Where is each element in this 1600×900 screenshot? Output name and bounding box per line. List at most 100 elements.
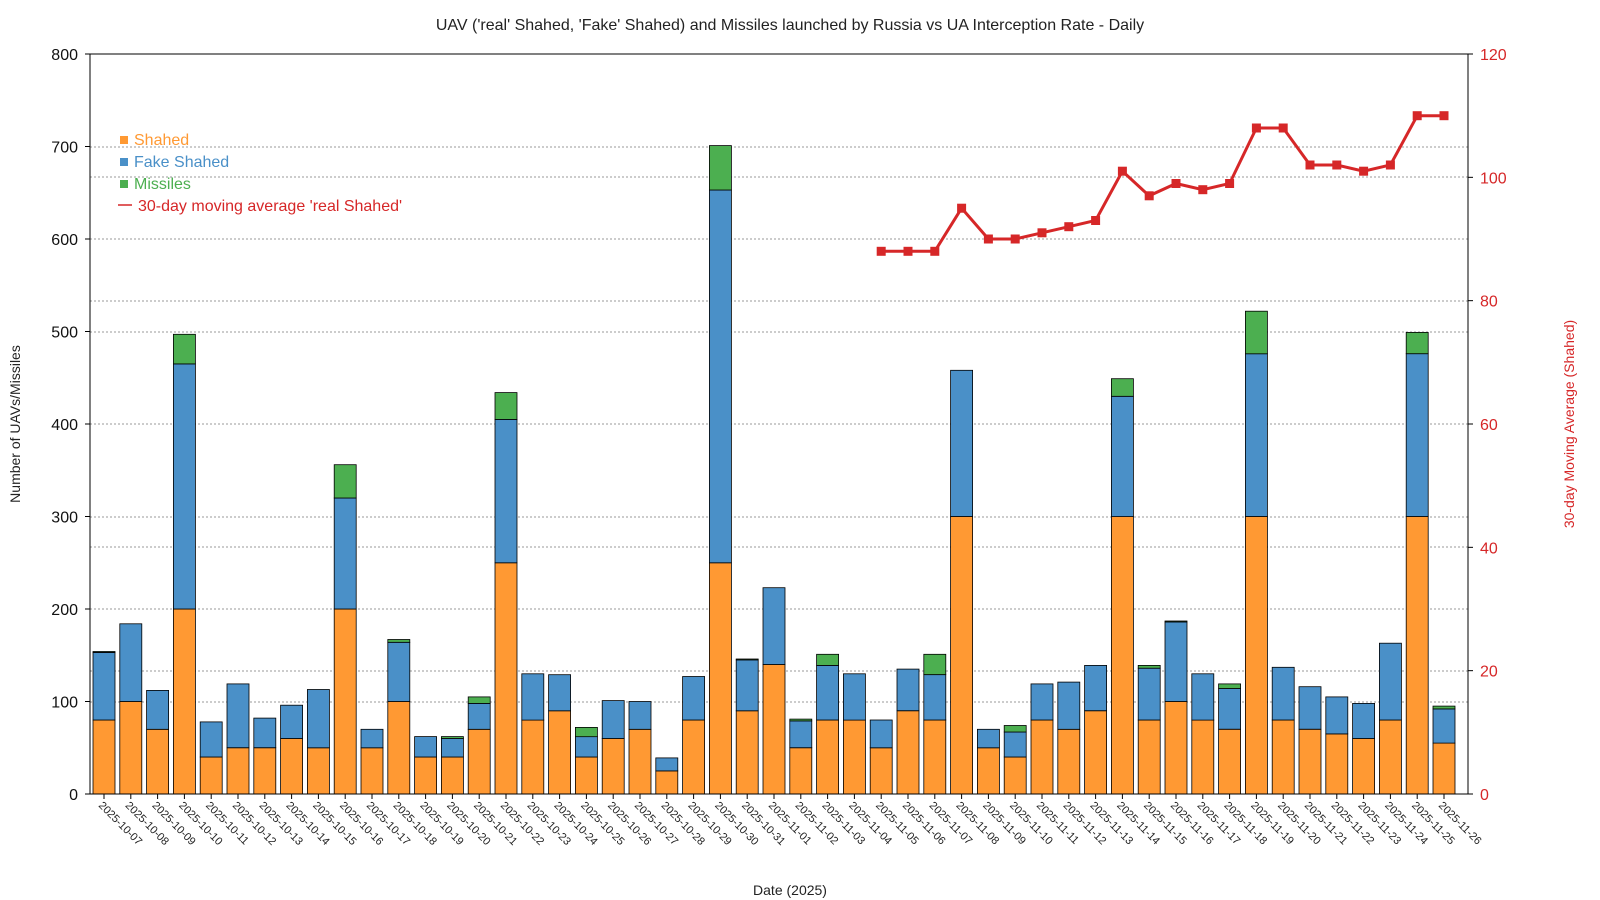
grid-lines — [90, 146, 1468, 703]
bar-shahed-2025-10-14 — [280, 738, 304, 795]
y2-axis-title: 30-day Moving Average (Shahed) — [1561, 320, 1577, 528]
moving-average-point-2025-11-16 — [1171, 179, 1181, 188]
bar-shahed-2025-10-26 — [601, 738, 625, 795]
bar-fake-shahed-2025-11-21 — [1298, 686, 1322, 730]
moving-average-point-2025-11-22 — [1332, 160, 1342, 170]
bar-missiles-2025-10-25 — [575, 727, 598, 738]
bar-fake-shahed-2025-11-11 — [1030, 683, 1054, 721]
bar-fake-shahed-2025-11-01 — [762, 587, 786, 665]
bar-fake-shahed-2025-10-18 — [387, 641, 411, 702]
bar-shahed-2025-10-09 — [146, 728, 170, 795]
y-tick-label-700: 700 — [51, 140, 78, 157]
y2-tick-label-120: 120 — [1480, 47, 1507, 64]
moving-average-point-2025-11-13 — [1091, 216, 1101, 225]
moving-average-point-2025-11-05 — [876, 246, 886, 256]
moving-average-point-2025-11-11 — [1037, 228, 1047, 238]
bar-fake-shahed-2025-11-22 — [1325, 696, 1349, 735]
bar-shahed-2025-11-26 — [1432, 742, 1456, 795]
bar-shahed-2025-11-10 — [1003, 756, 1027, 795]
bar-fake-shahed-2025-11-08 — [950, 369, 973, 517]
moving-average-point-2025-11-07 — [930, 246, 940, 256]
bar-fake-shahed-2025-10-19 — [414, 736, 438, 758]
moving-average-line — [881, 114, 1444, 253]
bar-missiles-2025-11-02 — [789, 718, 813, 722]
y-tick-label-800: 800 — [51, 47, 78, 64]
bar-fake-shahed-2025-11-13 — [1084, 665, 1107, 712]
bar-fake-shahed-2025-10-15 — [306, 689, 330, 749]
bar-shahed-2025-11-04 — [843, 719, 866, 795]
bar-fake-shahed-2025-11-14 — [1111, 395, 1134, 517]
legend-label-shahed: Shahed — [134, 132, 189, 149]
bar-shahed-2025-11-12 — [1057, 728, 1081, 795]
bar-shahed-2025-10-11 — [199, 756, 223, 795]
moving-average-point-2025-11-20 — [1278, 123, 1288, 133]
bar-fake-shahed-2025-10-13 — [253, 717, 277, 749]
bar-fake-shahed-2025-10-30 — [709, 189, 732, 564]
bar-fake-shahed-2025-10-27 — [628, 701, 652, 730]
legend: Shahed Fake Shahed Missiles 30-day movin… — [118, 132, 402, 215]
bar-missiles-2025-11-03 — [816, 653, 839, 666]
y2-tick-label-60: 60 — [1480, 417, 1498, 434]
bar-shahed-2025-10-25 — [575, 756, 598, 795]
x-axis-title: Date (2025) — [753, 882, 827, 898]
bar-shahed-2025-11-08 — [950, 516, 973, 795]
bar-missiles-2025-11-16 — [1164, 620, 1188, 623]
moving-average-point-2025-11-23 — [1359, 166, 1369, 176]
bar-shahed-2025-10-19 — [414, 756, 438, 795]
moving-average-point-2025-11-10 — [1010, 234, 1020, 244]
bar-fake-shahed-2025-11-26 — [1432, 708, 1456, 744]
y-tick-label-100: 100 — [51, 695, 78, 712]
moving-average-point-2025-11-21 — [1305, 160, 1315, 170]
bar-fake-shahed-2025-10-14 — [280, 704, 304, 739]
chart-title: UAV ('real' Shahed, 'Fake' Shahed) and M… — [436, 17, 1144, 34]
bar-fake-shahed-2025-11-05 — [869, 719, 893, 749]
bar-shahed-2025-11-13 — [1084, 710, 1107, 795]
bar-fake-shahed-2025-11-16 — [1164, 621, 1188, 702]
y2-tick-label-20: 20 — [1480, 664, 1498, 681]
bar-fake-shahed-2025-10-21 — [467, 703, 491, 730]
bar-shahed-2025-10-22 — [494, 562, 518, 795]
bar-shahed-2025-10-29 — [682, 719, 705, 795]
legend-swatch-shahed — [120, 136, 128, 144]
bar-shahed-2025-11-17 — [1191, 719, 1215, 795]
y-tick-label-500: 500 — [51, 325, 78, 342]
bar-shahed-2025-11-02 — [789, 747, 813, 795]
moving-average-point-2025-11-18 — [1225, 179, 1235, 188]
bar-missiles-2025-10-16 — [333, 464, 357, 499]
bar-shahed-2025-10-31 — [735, 710, 759, 795]
moving-average-point-2025-11-08 — [957, 203, 967, 213]
bar-shahed-2025-11-19 — [1245, 516, 1268, 795]
bar-fake-shahed-2025-10-23 — [521, 673, 545, 721]
bar-fake-shahed-2025-10-07 — [92, 652, 116, 721]
bar-fake-shahed-2025-11-15 — [1137, 667, 1161, 721]
bar-shahed-2025-10-30 — [709, 562, 732, 795]
bar-shahed-2025-11-06 — [896, 710, 920, 795]
bar-fake-shahed-2025-11-24 — [1379, 642, 1402, 721]
bar-fake-shahed-2025-10-08 — [119, 623, 143, 702]
bar-shahed-2025-10-15 — [306, 747, 330, 795]
bar-fake-shahed-2025-10-25 — [575, 736, 598, 758]
moving-average-point-2025-11-09 — [983, 234, 993, 244]
bar-shahed-2025-10-17 — [360, 747, 384, 795]
bar-fake-shahed-2025-11-07 — [923, 674, 947, 721]
bar-fake-shahed-2025-11-20 — [1271, 666, 1295, 721]
legend-label-missiles: Missiles — [134, 176, 191, 193]
legend-label-fake-shahed: Fake Shahed — [134, 154, 229, 171]
bar-shahed-2025-11-20 — [1271, 719, 1295, 795]
bar-shahed-2025-10-27 — [628, 728, 652, 795]
bar-fake-shahed-2025-10-09 — [146, 690, 170, 730]
moving-average-point-2025-11-24 — [1385, 160, 1395, 170]
bar-shahed-2025-10-12 — [226, 747, 250, 795]
moving-average-point-2025-11-12 — [1064, 222, 1074, 232]
bar-fake-shahed-2025-11-25 — [1405, 353, 1429, 517]
bar-shahed-2025-10-10 — [172, 608, 196, 795]
bar-series — [92, 145, 1456, 795]
bar-fake-shahed-2025-10-28 — [655, 757, 679, 772]
y2-tick-label-0: 0 — [1480, 787, 1489, 804]
bar-shahed-2025-10-18 — [387, 701, 411, 795]
bar-shahed-2025-11-09 — [977, 747, 1000, 795]
bar-fake-shahed-2025-10-11 — [199, 721, 223, 758]
bar-shahed-2025-11-14 — [1111, 516, 1134, 795]
bar-missiles-2025-10-10 — [172, 333, 196, 365]
bar-missiles-2025-11-26 — [1432, 705, 1456, 710]
